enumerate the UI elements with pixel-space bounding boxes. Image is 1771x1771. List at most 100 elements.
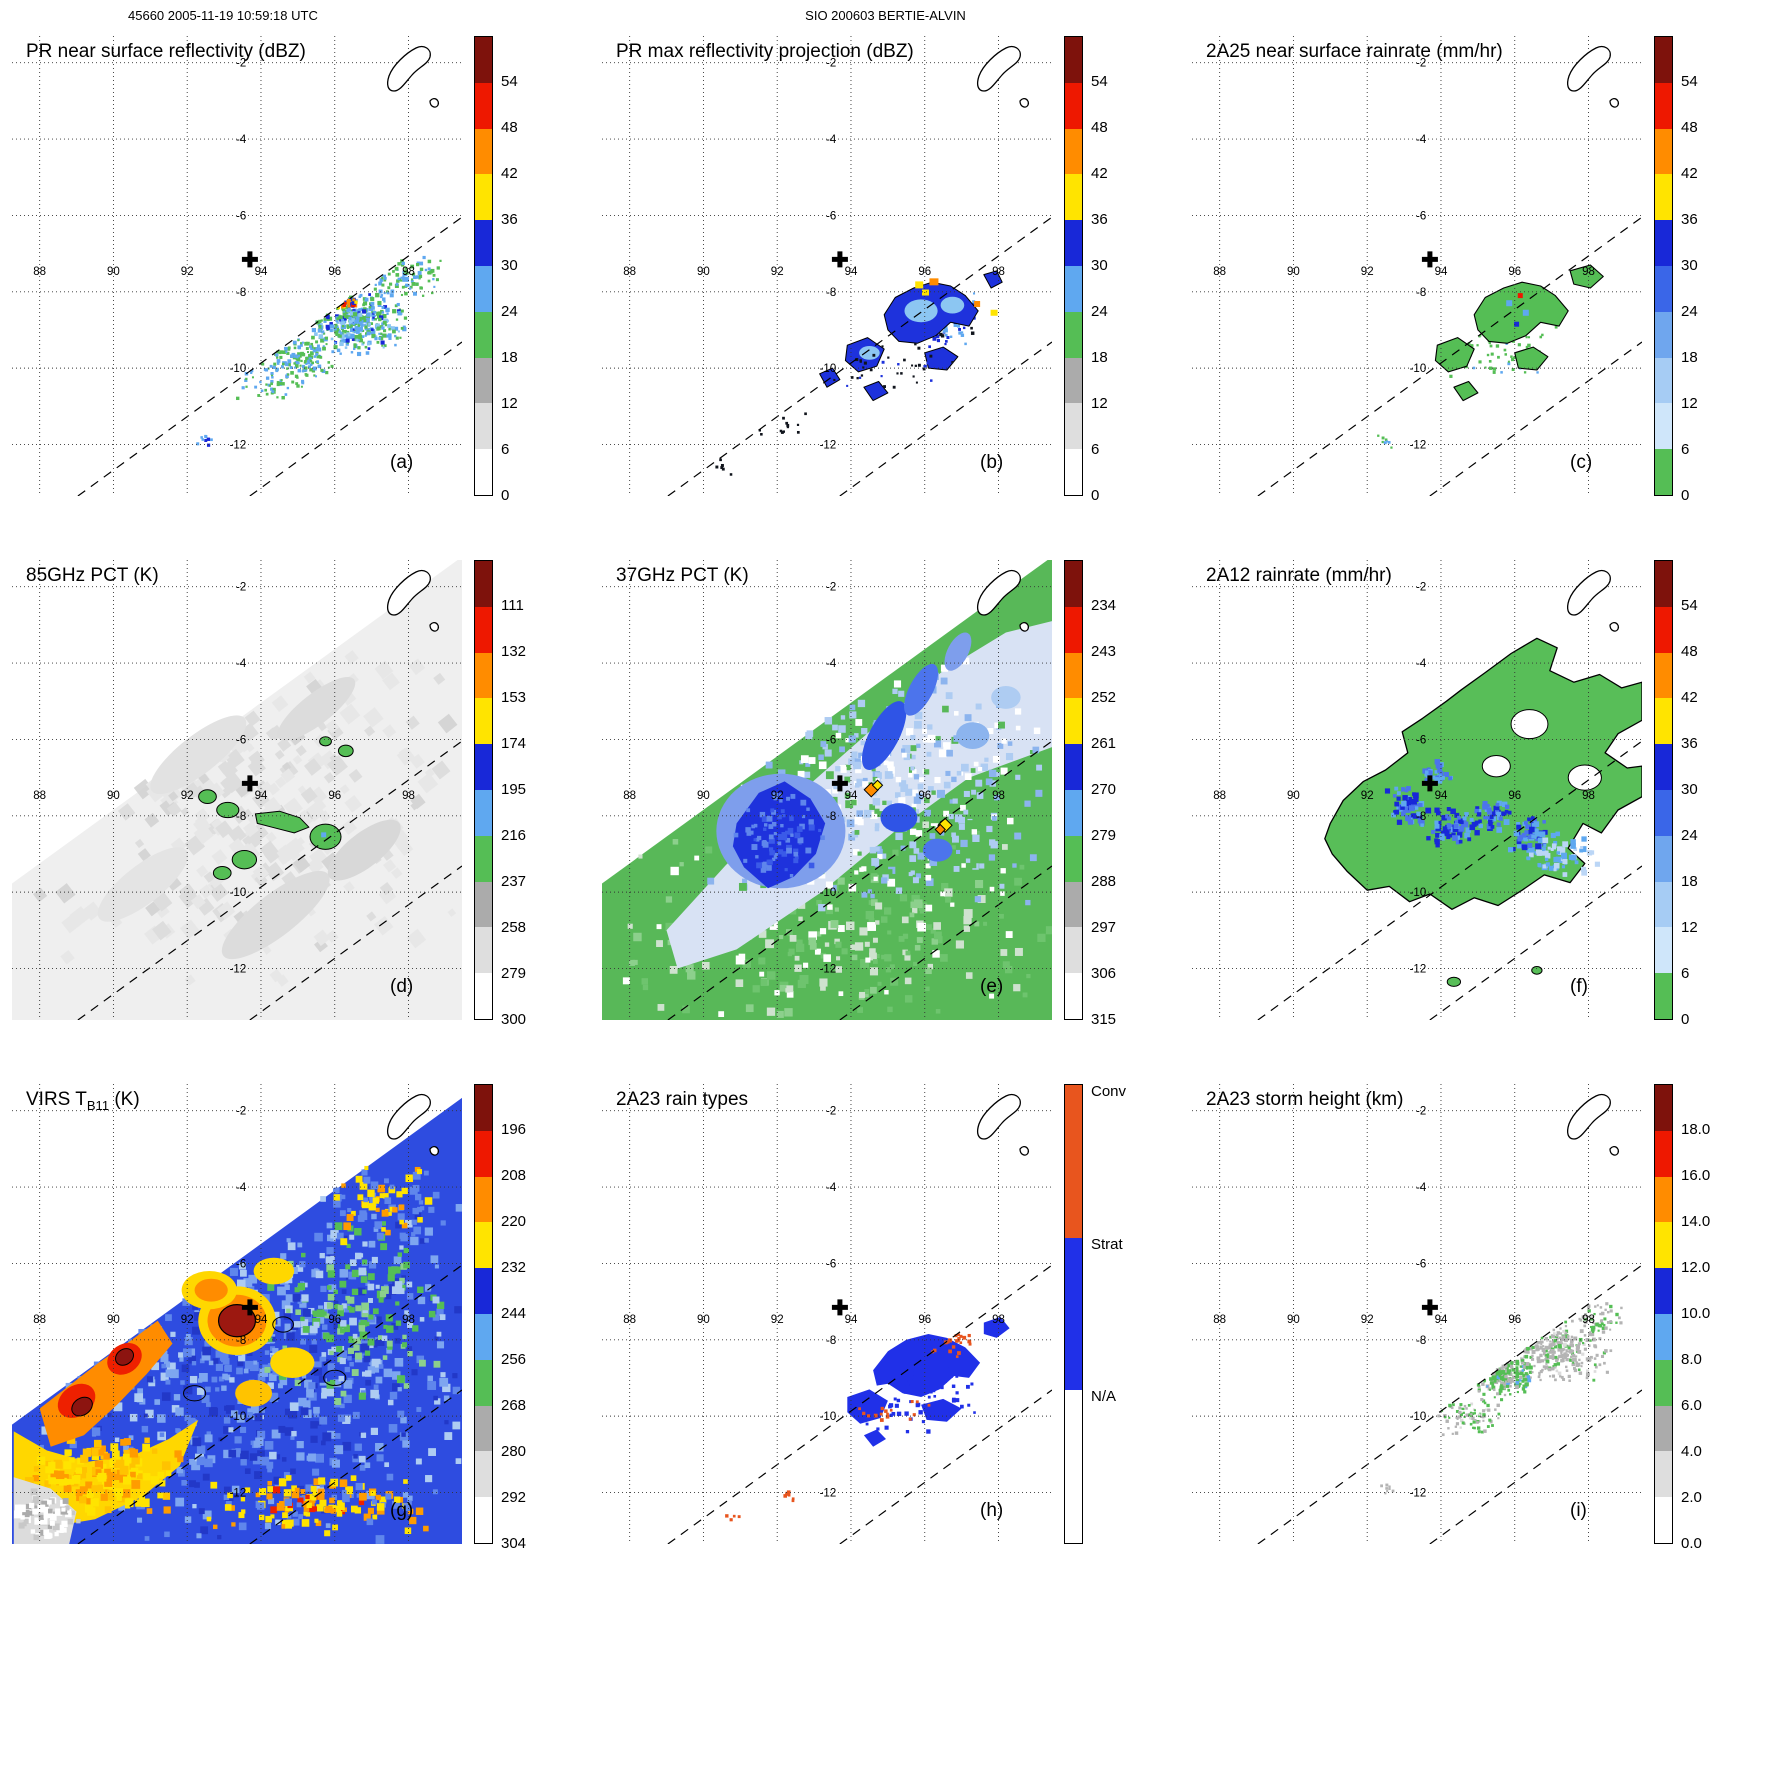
latlon-grid <box>12 36 462 496</box>
map-holder-g: 88 90 92 94 96 98 -2 -4 -6 -8 -10 -12 <box>12 1084 464 1545</box>
colorbar-segment <box>1655 220 1672 266</box>
colorbar-tick-label: 12.0 <box>1681 1259 1711 1276</box>
lat-tick-label: -10 <box>230 363 247 375</box>
map-holder-d: 88 90 92 94 96 98 -2 -4 -6 -8 -10 -12 <box>12 556 463 1021</box>
colorbar-tick-label: 36 <box>1681 211 1698 228</box>
colorbar-tick-label: 237 <box>501 873 527 890</box>
colorbar-tick-label: 2.0 <box>1681 1489 1702 1506</box>
lat-tick-label: -12 <box>820 439 837 451</box>
coastline-island-icon <box>1567 45 1620 108</box>
grid-labels: 88 90 92 94 96 98 -2 -4 -6 -8 -10 -12 <box>1213 582 1595 976</box>
colorbar-b <box>1064 36 1083 496</box>
colorbar-tick-label: 14.0 <box>1681 1213 1711 1230</box>
storm-center-cross-icon <box>1421 1299 1438 1316</box>
colorbar-segment <box>1065 881 1082 928</box>
lon-tick-label: 98 <box>992 790 1005 802</box>
panel-letter: (f) <box>1570 976 1588 997</box>
colorbar-segment <box>475 220 492 266</box>
panel-title-text: 85GHz PCT (K) <box>26 565 159 586</box>
lon-tick-label: 96 <box>918 1314 931 1326</box>
colorbar-segment <box>1065 606 1082 653</box>
colorbar-segment <box>1655 357 1672 404</box>
colorbar-segment <box>1655 561 1672 607</box>
lon-tick-label: 88 <box>623 790 636 802</box>
data-layers <box>12 556 462 1020</box>
colorbar-tick-label: 24 <box>1091 303 1108 320</box>
lon-tick-label: 92 <box>181 790 194 802</box>
panel-letter: (h) <box>980 1500 1004 1521</box>
lat-tick-label: -10 <box>1410 363 1427 375</box>
lat-tick-label: -10 <box>230 887 247 899</box>
lat-tick-label: -2 <box>826 58 836 70</box>
colorbar-tick-label: 18.0 <box>1681 1121 1711 1138</box>
colorbar-segment <box>475 927 492 974</box>
colorbar-tick-label: 153 <box>501 689 527 706</box>
colorbar-segment <box>1655 789 1672 836</box>
lon-tick-label: 94 <box>255 1314 268 1326</box>
colorbar-tick-label: 10.0 <box>1681 1305 1711 1322</box>
lon-tick-label: 98 <box>402 1314 415 1326</box>
lat-tick-label: -6 <box>236 734 246 746</box>
lon-tick-label: 98 <box>992 266 1005 278</box>
data-layers <box>1380 1302 1623 1495</box>
colorbar-segment <box>1655 973 1672 1019</box>
lon-tick-label: 94 <box>845 266 858 278</box>
colorbar-segment <box>475 37 492 83</box>
lon-tick-label: 92 <box>181 266 194 278</box>
colorbar-segment <box>475 449 492 495</box>
coastline-island-icon <box>1567 569 1620 632</box>
lon-tick-label: 98 <box>1582 1314 1595 1326</box>
colorbar-tick-label: 54 <box>1091 73 1108 90</box>
lat-tick-label: -10 <box>230 1411 247 1423</box>
colorbar-segment <box>1065 37 1082 83</box>
lat-tick-label: -2 <box>1416 1106 1426 1118</box>
colorbar-tick-label: 6.0 <box>1681 1397 1702 1414</box>
colorbar-segment <box>475 174 492 221</box>
panel-a: 88 90 92 94 96 98 -2 -4 -6 -8 -10 -12 PR near surfa… <box>12 36 557 514</box>
colorbar-tick-label: 300 <box>501 1011 527 1028</box>
lat-tick-label: -6 <box>1416 1258 1426 1270</box>
colorbar-segment <box>1065 1390 1082 1543</box>
storm-center-cross-icon <box>241 775 258 792</box>
data-layers <box>12 1097 464 1544</box>
latlon-grid <box>602 560 1052 1020</box>
map-canvas-d: 88 90 92 94 96 98 -2 -4 -6 -8 -10 -12 <box>12 556 463 1021</box>
colorbar-tick-label: 270 <box>1091 781 1117 798</box>
colorbar-segment <box>1065 744 1082 790</box>
colorbar-segment <box>1655 449 1672 495</box>
lat-tick-label: -10 <box>820 363 837 375</box>
colorbar-segment <box>1655 744 1672 790</box>
lon-tick-label: 92 <box>1361 266 1374 278</box>
latlon-grid <box>1192 36 1642 496</box>
lat-tick-label: -10 <box>1410 887 1427 899</box>
colorbar-segment <box>1065 174 1082 221</box>
colorbar-segment <box>475 881 492 928</box>
lat-tick-label: -8 <box>1416 1335 1426 1347</box>
colorbar-tick-label: 216 <box>501 827 527 844</box>
panel-letter: (i) <box>1570 1500 1587 1521</box>
lon-tick-label: 88 <box>33 790 46 802</box>
map-holder-f: 88 90 92 94 96 98 -2 -4 -6 -8 -10 -12 <box>1192 560 1643 1021</box>
colorbar-tick-label: 30 <box>1091 257 1108 274</box>
lat-tick-label: -8 <box>1416 287 1426 299</box>
colorbar-segment <box>475 1176 492 1223</box>
lat-tick-label: -4 <box>826 658 837 670</box>
panel-title: 37GHz PCT (K) <box>616 565 749 589</box>
grid-labels: 88 90 92 94 96 98 -2 -4 -6 -8 -10 -12 <box>623 1106 1005 1500</box>
colorbar-segment <box>1655 835 1672 882</box>
data-layers <box>602 556 1054 1020</box>
latlon-grid <box>1192 560 1642 1020</box>
panel-title-text: PR max reflectivity projection (dBZ) <box>616 41 914 62</box>
lat-tick-label: -4 <box>236 134 247 146</box>
lon-tick-label: 96 <box>918 266 931 278</box>
colorbar-tick-label: 6 <box>1091 441 1100 458</box>
colorbar-segment <box>475 403 492 450</box>
colorbar-tick-label: 48 <box>1091 119 1108 136</box>
lat-tick-label: -2 <box>236 1106 246 1118</box>
lat-tick-label: -10 <box>1410 1411 1427 1423</box>
grid-labels: 88 90 92 94 96 98 -2 -4 -6 -8 -10 -12 <box>33 582 415 976</box>
lon-tick-label: 92 <box>1361 1314 1374 1326</box>
colorbar-segment <box>1655 1130 1672 1177</box>
latlon-grid <box>602 36 1052 496</box>
storm-center-cross-icon <box>1421 775 1438 792</box>
